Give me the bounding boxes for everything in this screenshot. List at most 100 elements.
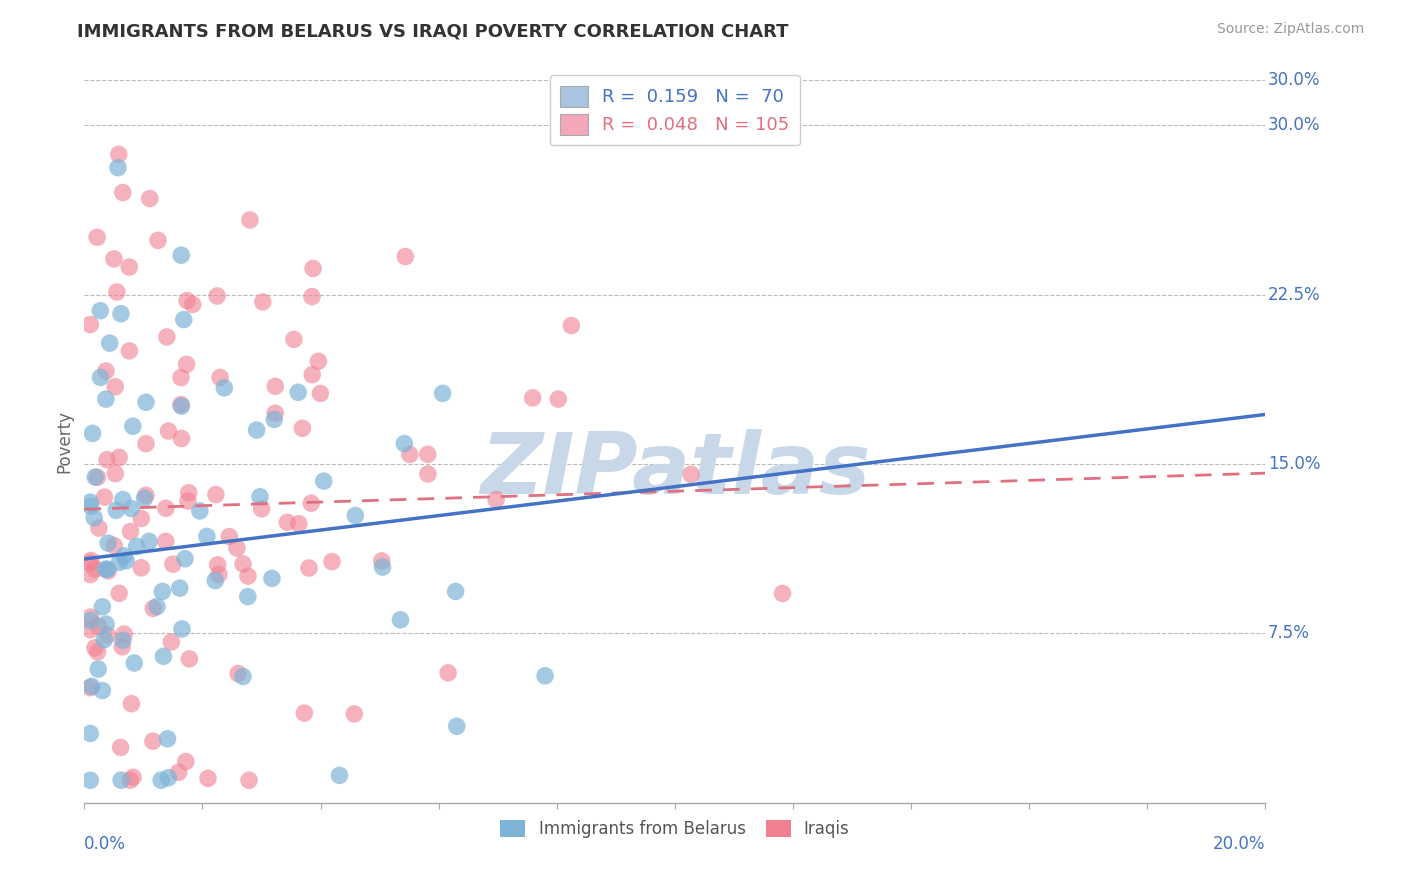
Point: [236, 569, 259, 583]
Point: [87, 619, 110, 633]
Point: [103, 252, 125, 266]
Point: [205, 487, 228, 501]
Point: [156, 731, 179, 746]
Point: [176, 357, 198, 371]
Point: [174, 755, 197, 769]
Point: [129, 511, 152, 525]
Point: [87, 662, 110, 676]
Point: [79, 610, 101, 624]
Point: [344, 508, 367, 523]
Point: [157, 771, 180, 785]
Point: [89, 370, 111, 384]
Point: [236, 590, 259, 604]
Point: [170, 398, 193, 412]
Point: [97, 536, 120, 550]
Point: [328, 768, 350, 782]
Point: [150, 773, 173, 788]
Text: ZIPatlas: ZIPatlas: [479, 429, 870, 512]
Point: [79, 681, 101, 695]
Point: [135, 436, 157, 450]
Text: 30.0%: 30.0%: [1268, 71, 1320, 89]
Point: [86, 230, 108, 244]
Point: [170, 622, 193, 636]
Point: [120, 773, 142, 788]
Point: [437, 665, 460, 680]
Point: [298, 561, 321, 575]
Point: [249, 490, 271, 504]
Point: [110, 740, 132, 755]
Point: [485, 492, 508, 507]
Text: Source: ZipAtlas.com: Source: ZipAtlas.com: [1216, 22, 1364, 37]
Text: 22.5%: 22.5%: [1268, 285, 1320, 304]
Point: [160, 635, 183, 649]
Point: [177, 494, 200, 508]
Point: [80, 679, 103, 693]
Point: [205, 289, 228, 303]
Point: [94, 392, 117, 406]
Point: [173, 312, 195, 326]
Point: [93, 632, 115, 647]
Point: [238, 773, 260, 788]
Point: [444, 584, 467, 599]
Point: [84, 562, 107, 576]
Point: [299, 496, 322, 510]
Point: [218, 530, 240, 544]
Point: [146, 599, 169, 614]
Point: [162, 557, 184, 571]
Point: [80, 500, 103, 514]
Legend: Immigrants from Belarus, Iraqis: Immigrants from Belarus, Iraqis: [494, 814, 856, 845]
Point: [250, 501, 273, 516]
Point: [177, 485, 200, 500]
Point: [79, 567, 101, 582]
Point: [112, 627, 135, 641]
Point: [371, 554, 394, 568]
Point: [170, 399, 193, 413]
Point: [343, 706, 366, 721]
Point: [312, 474, 335, 488]
Point: [398, 447, 420, 461]
Point: [260, 571, 283, 585]
Point: [103, 539, 125, 553]
Point: [108, 586, 131, 600]
Point: [232, 669, 254, 683]
Point: [79, 556, 101, 570]
Point: [394, 436, 416, 450]
Text: 20.0%: 20.0%: [1213, 835, 1265, 854]
Point: [94, 562, 117, 576]
Point: [155, 501, 177, 516]
Point: [111, 640, 134, 654]
Point: [226, 666, 249, 681]
Text: 0.0%: 0.0%: [84, 835, 127, 854]
Point: [125, 540, 148, 554]
Point: [195, 529, 218, 543]
Point: [416, 447, 439, 461]
Point: [86, 645, 108, 659]
Point: [105, 503, 128, 517]
Point: [302, 261, 325, 276]
Point: [96, 628, 118, 642]
Point: [79, 318, 101, 332]
Point: [276, 516, 298, 530]
Point: [115, 554, 138, 568]
Point: [389, 613, 412, 627]
Point: [394, 250, 416, 264]
Point: [79, 614, 101, 628]
Point: [307, 354, 329, 368]
Point: [155, 534, 177, 549]
Point: [264, 406, 287, 420]
Text: IMMIGRANTS FROM BELARUS VS IRAQI POVERTY CORRELATION CHART: IMMIGRANTS FROM BELARUS VS IRAQI POVERTY…: [77, 22, 789, 40]
Point: [534, 669, 557, 683]
Point: [79, 726, 101, 740]
Point: [209, 370, 232, 384]
Point: [522, 391, 544, 405]
Point: [170, 370, 193, 384]
Point: [83, 640, 105, 655]
Point: [681, 467, 703, 482]
Point: [150, 584, 173, 599]
Point: [167, 765, 190, 780]
Point: [98, 336, 121, 351]
Point: [112, 549, 135, 563]
Point: [772, 586, 794, 600]
Y-axis label: Poverty: Poverty: [55, 410, 73, 473]
Point: [416, 467, 439, 481]
